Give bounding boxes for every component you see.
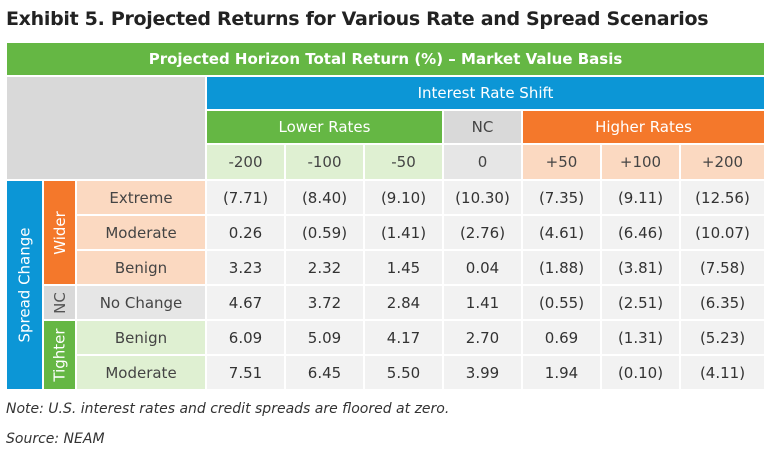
table-cell: 0.04 (444, 251, 521, 284)
table-cell: (2.51) (602, 286, 679, 319)
row-subgroup-tighter: Tighter (44, 321, 75, 389)
row-label: Moderate (77, 356, 205, 389)
table-cell: 1.45 (365, 251, 442, 284)
table-header: Projected Horizon Total Return (%) – Mar… (7, 43, 764, 75)
row-subgroup-nc-label: NC (50, 291, 69, 314)
table-cell: 2.84 (365, 286, 442, 319)
corner-cell (7, 77, 205, 179)
row-group-header: Spread Change (7, 181, 42, 389)
table-cell: 4.67 (207, 286, 284, 319)
column-header: +200 (681, 145, 764, 179)
table-cell: 5.50 (365, 356, 442, 389)
column-header: 0 (444, 145, 521, 179)
row-group-header-label: Spread Change (15, 227, 34, 343)
table-cell: 7.51 (207, 356, 284, 389)
source-text: Source: NEAM (6, 431, 105, 447)
table-cell: 3.99 (444, 356, 521, 389)
table-cell: (6.46) (602, 216, 679, 249)
table-cell: (9.10) (365, 181, 442, 214)
table-cell: (0.59) (286, 216, 363, 249)
table-cell: (9.11) (602, 181, 679, 214)
table-cell: 5.09 (286, 321, 363, 354)
table-cell: 4.17 (365, 321, 442, 354)
table-cell: 6.09 (207, 321, 284, 354)
table-cell: 2.70 (444, 321, 521, 354)
table-cell: (5.23) (681, 321, 764, 354)
column-header: -100 (286, 145, 363, 179)
table-cell: 0.69 (523, 321, 600, 354)
row-subgroup-nc: NC (44, 286, 75, 319)
note-text: Note: U.S. interest rates and credit spr… (6, 401, 450, 417)
table-cell: (7.58) (681, 251, 764, 284)
table-cell: 0.26 (207, 216, 284, 249)
table-cell: (1.88) (523, 251, 600, 284)
column-header: +100 (602, 145, 679, 179)
table-cell: (12.56) (681, 181, 764, 214)
table-cell: (0.55) (523, 286, 600, 319)
row-label: Benign (77, 251, 205, 284)
row-subgroup-wider-label: Wider (50, 210, 69, 255)
table-cell: (2.76) (444, 216, 521, 249)
table-cell: (1.41) (365, 216, 442, 249)
row-label: Benign (77, 321, 205, 354)
exhibit-title: Exhibit 5. Projected Returns for Various… (6, 8, 709, 30)
table-cell: (4.61) (523, 216, 600, 249)
row-label: Extreme (77, 181, 205, 214)
column-header: -200 (207, 145, 284, 179)
column-header: +50 (523, 145, 600, 179)
table-cell: (3.81) (602, 251, 679, 284)
row-label: No Change (77, 286, 205, 319)
row-label: Moderate (77, 216, 205, 249)
table-cell: 1.94 (523, 356, 600, 389)
row-subgroup-tighter-label: Tighter (50, 328, 69, 382)
subgroup-higher-rates: Higher Rates (523, 111, 764, 143)
table-cell: (7.71) (207, 181, 284, 214)
subgroup-nc: NC (444, 111, 521, 143)
table-cell: (10.30) (444, 181, 521, 214)
table-cell: (7.35) (523, 181, 600, 214)
column-header: -50 (365, 145, 442, 179)
table-cell: (10.07) (681, 216, 764, 249)
table-cell: 3.23 (207, 251, 284, 284)
table-cell: 2.32 (286, 251, 363, 284)
table-cell: (0.10) (602, 356, 679, 389)
table-cell: (8.40) (286, 181, 363, 214)
column-group-header: Interest Rate Shift (207, 77, 764, 109)
table-cell: (6.35) (681, 286, 764, 319)
table-cell: (4.11) (681, 356, 764, 389)
table-cell: 3.72 (286, 286, 363, 319)
table-cell: (1.31) (602, 321, 679, 354)
table-cell: 6.45 (286, 356, 363, 389)
subgroup-lower-rates: Lower Rates (207, 111, 442, 143)
returns-table: Projected Horizon Total Return (%) – Mar… (7, 43, 764, 389)
row-subgroup-wider: Wider (44, 181, 75, 284)
table-cell: 1.41 (444, 286, 521, 319)
